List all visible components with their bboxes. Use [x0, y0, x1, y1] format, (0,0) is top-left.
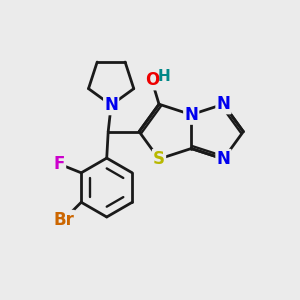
Text: Br: Br	[53, 211, 74, 229]
Text: S: S	[153, 150, 165, 168]
Text: N: N	[217, 95, 230, 113]
Text: N: N	[104, 96, 118, 114]
Text: N: N	[184, 106, 198, 124]
Text: N: N	[217, 150, 230, 168]
Text: F: F	[54, 155, 65, 173]
Text: O: O	[145, 71, 159, 89]
Text: H: H	[158, 69, 171, 84]
